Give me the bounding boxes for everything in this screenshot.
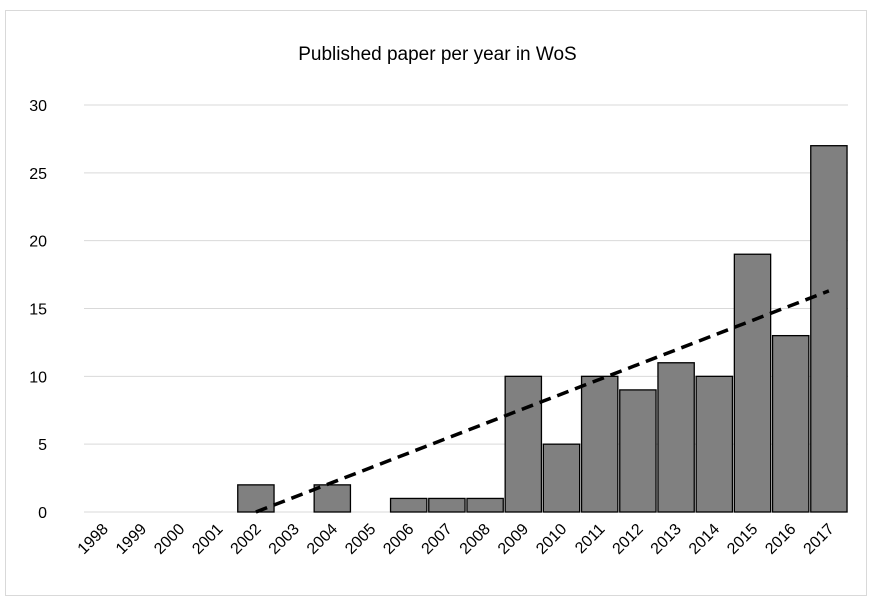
- x-tick-label-2008: 2008: [457, 521, 494, 558]
- y-tick-label-0: 0: [38, 505, 47, 522]
- bar-2013: [657, 362, 695, 513]
- chart-title: Published paper per year in WoS: [298, 44, 577, 65]
- x-tick-label-2004: 2004: [304, 521, 341, 558]
- y-tick-label-30: 30: [29, 98, 47, 115]
- x-tick-label-2001: 2001: [189, 521, 226, 558]
- x-tick-label-2007: 2007: [419, 521, 456, 558]
- bar-2014: [695, 375, 734, 513]
- x-tick-label-2006: 2006: [380, 521, 417, 558]
- bar-2015: [733, 253, 772, 513]
- bar-2008: [466, 497, 504, 513]
- bar-2016: [771, 334, 810, 513]
- x-tick-label-2005: 2005: [342, 521, 379, 558]
- bar-2017: [810, 145, 848, 513]
- x-tick-label-2015: 2015: [724, 521, 761, 558]
- y-tick-label-10: 10: [29, 369, 47, 386]
- bar-2011: [580, 375, 619, 513]
- bar-2012: [619, 389, 657, 513]
- bar-2004: [313, 484, 352, 513]
- bar-2002: [237, 484, 275, 513]
- bar-2010: [542, 443, 581, 513]
- x-tick-label-2011: 2011: [572, 521, 608, 557]
- x-tick-label-1998: 1998: [75, 521, 112, 558]
- x-tick-label-2012: 2012: [610, 521, 647, 558]
- x-tick-label-2010: 2010: [533, 521, 570, 558]
- x-tick-label-1999: 1999: [113, 521, 150, 558]
- bar-2007: [428, 497, 466, 513]
- x-tick-label-2002: 2002: [228, 521, 265, 558]
- bar-2006: [389, 497, 428, 513]
- x-tick-label-2014: 2014: [686, 521, 723, 558]
- x-tick-label-2017: 2017: [801, 521, 838, 558]
- y-tick-label-25: 25: [29, 166, 47, 183]
- x-tick-label-2003: 2003: [266, 521, 303, 558]
- y-tick-label-15: 15: [29, 302, 47, 319]
- x-tick-label-2016: 2016: [762, 521, 799, 558]
- bar-2009: [504, 375, 543, 513]
- x-tick-label-2009: 2009: [495, 521, 532, 558]
- y-tick-label-5: 5: [38, 437, 47, 454]
- x-tick-label-2013: 2013: [648, 521, 685, 558]
- y-tick-label-20: 20: [29, 234, 47, 251]
- trendline: [255, 289, 830, 514]
- x-tick-label-2000: 2000: [151, 521, 188, 558]
